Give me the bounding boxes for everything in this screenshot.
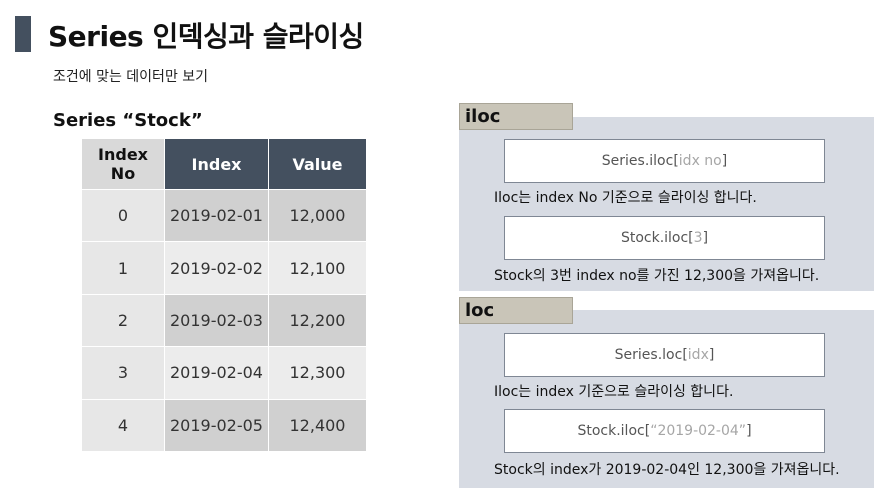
loc-syntax-object: Series bbox=[614, 347, 658, 363]
cell-index: 2019-02-02 bbox=[164, 241, 269, 295]
cell-index: 2019-02-04 bbox=[164, 346, 269, 400]
iloc-description: Iloc는 index No 기준으로 슬라이싱 합니다. bbox=[494, 190, 757, 206]
cell-value: 12,100 bbox=[268, 241, 367, 295]
table-row: 3 2019-02-04 12,300 bbox=[81, 346, 367, 400]
table-header-row: Index No Index Value bbox=[81, 138, 367, 190]
cell-value: 12,400 bbox=[268, 398, 367, 452]
table-row: 1 2019-02-02 12,100 bbox=[81, 241, 367, 295]
column-header-index: Index bbox=[164, 138, 269, 190]
cell-index: 2019-02-03 bbox=[164, 293, 269, 348]
iloc-panel: Series.iloc[idx no] Iloc는 index No 기준으로 … bbox=[459, 117, 874, 291]
iloc-syntax-method: .iloc[ bbox=[644, 153, 679, 169]
column-header-index-no-line1: Index bbox=[98, 145, 148, 164]
loc-example-object: Stock bbox=[577, 423, 617, 439]
iloc-syntax-object: Series bbox=[601, 153, 645, 169]
cell-value: 12,300 bbox=[268, 346, 367, 400]
cell-index-no: 0 bbox=[81, 188, 165, 243]
cell-value: 12,200 bbox=[268, 293, 367, 348]
iloc-example-method: .iloc[ bbox=[659, 230, 694, 246]
iloc-syntax-box: Series.iloc[idx no] bbox=[504, 139, 825, 183]
iloc-example-close: ] bbox=[702, 230, 709, 246]
cell-index: 2019-02-05 bbox=[164, 398, 269, 452]
loc-example-arg: “2019-02-04” bbox=[650, 423, 747, 439]
cell-index: 2019-02-01 bbox=[164, 188, 269, 243]
iloc-example-box: Stock.iloc[3] bbox=[504, 216, 825, 260]
loc-example-method: .iloc[ bbox=[616, 423, 651, 439]
loc-panel: Series.loc[idx] Iloc는 index 기준으로 슬라이싱 합니… bbox=[459, 310, 874, 488]
loc-example-close: ] bbox=[746, 423, 752, 439]
title-accent-bar bbox=[15, 16, 31, 52]
table-row: 2 2019-02-03 12,200 bbox=[81, 293, 367, 348]
loc-syntax-method: .loc[ bbox=[657, 347, 688, 363]
page-subtitle: 조건에 맞는 데이터만 보기 bbox=[53, 69, 209, 85]
loc-syntax-close: ] bbox=[708, 347, 715, 363]
loc-description: Iloc는 index 기준으로 슬라이싱 합니다. bbox=[494, 384, 734, 400]
loc-example-description: Stock의 index가 2019-02-04인 12,300을 가져옵니다. bbox=[494, 462, 840, 478]
column-header-index-no: Index No bbox=[81, 138, 165, 190]
page-title: Series 인덱싱과 슬라이싱 bbox=[48, 20, 364, 53]
loc-section-tab: loc bbox=[459, 297, 573, 324]
column-header-value: Value bbox=[268, 138, 367, 190]
iloc-syntax-arg: idx no bbox=[678, 153, 722, 169]
iloc-example-object: Stock bbox=[620, 230, 660, 246]
iloc-syntax-close: ] bbox=[721, 153, 728, 169]
table-row: 4 2019-02-05 12,400 bbox=[81, 398, 367, 452]
cell-index-no: 1 bbox=[81, 241, 165, 295]
stock-series-table: Index No Index Value 0 2019-02-01 12,000… bbox=[81, 138, 367, 452]
cell-value: 12,000 bbox=[268, 188, 367, 243]
table-row: 0 2019-02-01 12,000 bbox=[81, 188, 367, 243]
iloc-example-arg: 3 bbox=[693, 230, 703, 246]
iloc-section-tab: iloc bbox=[459, 103, 573, 130]
loc-syntax-box: Series.loc[idx] bbox=[504, 333, 825, 377]
cell-index-no: 3 bbox=[81, 346, 165, 400]
loc-syntax-arg: idx bbox=[687, 347, 709, 363]
series-label: Series “Stock” bbox=[53, 110, 203, 131]
column-header-index-no-line2: No bbox=[110, 164, 136, 183]
cell-index-no: 4 bbox=[81, 398, 165, 452]
iloc-example-description: Stock의 3번 index no를 가진 12,300을 가져옵니다. bbox=[494, 268, 820, 284]
loc-example-box: Stock.iloc[“2019-02-04”] bbox=[504, 409, 825, 453]
cell-index-no: 2 bbox=[81, 293, 165, 348]
